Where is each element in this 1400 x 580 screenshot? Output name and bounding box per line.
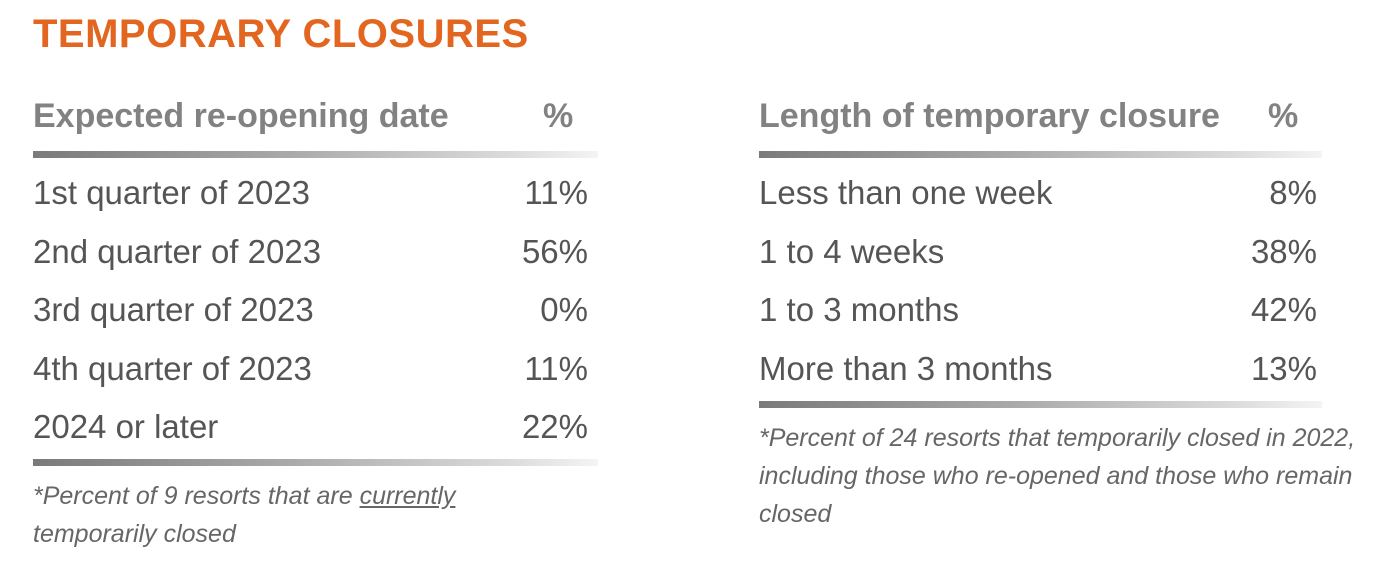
header-percent: % [1268,97,1299,135]
footnote: *Percent of 24 resorts that temporarily … [759,424,1356,528]
footnote: *Percent of 9 resorts that are currently… [33,477,593,553]
header-divider [33,151,598,158]
row-value: 56% [521,232,588,270]
table-row: 2nd quarter of 2023 56% [33,223,598,282]
row-label: Less than one week [759,174,1053,211]
table-row: 2024 or later 22% [33,398,598,457]
table-row: 4th quarter of 2023 11% [33,340,598,399]
row-value: 8% [1269,174,1317,211]
header-percent: % [543,97,574,135]
table-row: 1st quarter of 2023 11% [33,164,598,223]
reopening-date-table: Expected re-opening date % 1st quarter o… [33,92,598,457]
row-label: 1 to 3 months [759,291,959,328]
table-row: More than 3 months 13% [759,340,1322,399]
row-value: 13% [1250,349,1317,387]
header-label: Expected re-opening date [33,97,449,135]
footnote-underlined: currently [359,482,456,510]
row-label: 2024 or later [33,408,219,445]
footnote-text: *Percent of 9 resorts that are [33,482,360,510]
row-label: 1st quarter of 2023 [33,174,311,211]
row-label: 2nd quarter of 2023 [33,232,322,270]
row-value: 0% [540,291,588,328]
header-divider [759,151,1322,158]
table-row: 1 to 3 months 42% [759,281,1322,340]
row-value: 11% [524,349,588,387]
table-row: 1 to 4 weeks 38% [759,223,1322,282]
row-label: More than 3 months [759,349,1053,387]
page-title: TEMPORARY CLOSURES [33,12,529,56]
table-row: 3rd quarter of 2023 0% [33,281,598,340]
footnote-text-end: temporarily closed [33,520,236,548]
row-label: 4th quarter of 2023 [33,349,312,387]
footer-divider [759,401,1322,408]
table-header: Expected re-opening date % [33,92,598,140]
row-label: 1 to 4 weeks [759,232,945,270]
table-row: Less than one week 8% [759,164,1322,223]
table-header: Length of temporary closure % [759,92,1322,140]
row-value: 38% [1250,232,1317,270]
closure-length-table: Length of temporary closure % Less than … [759,92,1322,398]
row-value: 42% [1250,291,1317,328]
row-label: 3rd quarter of 2023 [33,291,314,328]
row-value: 22% [521,408,588,445]
header-label: Length of temporary closure [759,97,1220,135]
footer-divider [33,459,598,466]
row-value: 11% [524,174,588,211]
